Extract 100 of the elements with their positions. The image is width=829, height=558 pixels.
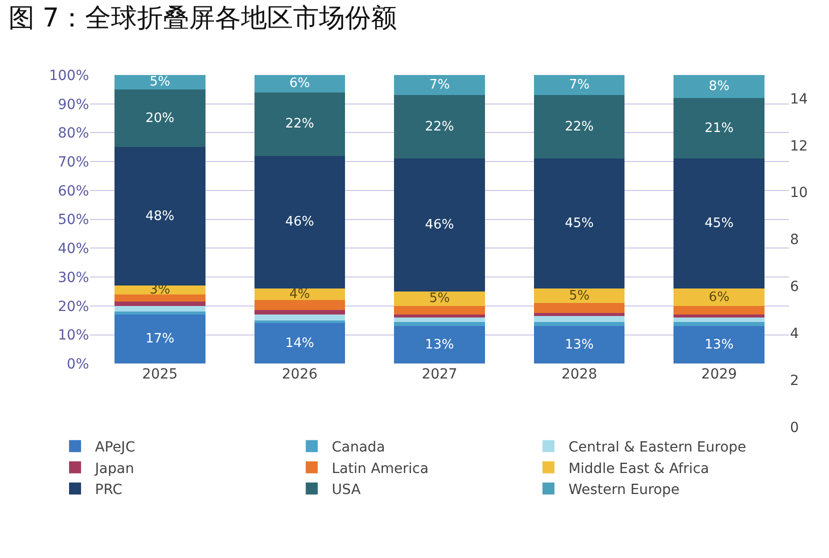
y-tick-label: 0% (66, 356, 89, 373)
bar (254, 288, 346, 300)
data-label: 46% (285, 214, 314, 230)
y2-tick-label: 10 (790, 185, 808, 202)
data-label: 17% (145, 332, 174, 347)
legend-label: Middle East & Africa (568, 460, 710, 477)
data-label: 45% (564, 216, 594, 232)
bar (534, 288, 625, 304)
legend-label: Western Europe (568, 482, 680, 498)
data-label: 22% (285, 116, 314, 132)
x-tick-label: 2026 (282, 366, 318, 383)
data-label: 14% (285, 336, 314, 351)
bar (114, 147, 206, 286)
bar (674, 98, 765, 159)
bar (674, 75, 765, 98)
bar (534, 75, 625, 96)
bar (394, 317, 485, 322)
bar (534, 313, 625, 316)
bar (394, 326, 485, 364)
bar (114, 75, 206, 90)
y2-tick-label: 14 (790, 91, 808, 108)
y2-tick-label: 8 (790, 232, 799, 248)
data-label: 46% (425, 218, 454, 233)
bar (254, 75, 346, 92)
legend-label: USA (332, 482, 362, 498)
data-label: 7% (568, 78, 590, 93)
x-tick-label: 2027 (422, 366, 458, 383)
bar (394, 306, 485, 315)
bar (114, 89, 206, 148)
bar (394, 158, 485, 292)
bar (674, 314, 765, 318)
data-label: 7% (429, 78, 450, 93)
bar (394, 75, 485, 96)
bar (534, 95, 625, 159)
bar (254, 314, 346, 320)
bar (394, 291, 485, 306)
bar (674, 306, 765, 315)
y-tick-label: 100% (48, 68, 89, 84)
bar (114, 306, 206, 312)
y2-tick-label: 6 (790, 279, 799, 296)
data-label: 5% (429, 291, 450, 306)
data-label: 48% (145, 208, 174, 224)
y-tick-label: 50% (58, 212, 89, 228)
bar (114, 286, 206, 294)
bar (534, 322, 625, 326)
bar (674, 288, 765, 306)
bar (114, 302, 206, 306)
x-tick-label: 2029 (701, 366, 737, 383)
data-label: 5% (568, 288, 590, 304)
data-label: 20% (145, 110, 174, 126)
legend-label: Japan (94, 460, 134, 477)
legend-label: Canada (332, 440, 386, 456)
data-label: 13% (704, 337, 734, 352)
y-tick-label: 60% (58, 183, 89, 200)
y-tick-label: 70% (58, 154, 89, 170)
data-label: 45% (704, 216, 734, 232)
y-tick-label: 30% (58, 270, 89, 286)
bar (114, 312, 206, 315)
data-label: 13% (425, 337, 454, 352)
bar (534, 303, 625, 314)
bar (674, 322, 765, 326)
y2-tick-label: 12 (790, 138, 808, 154)
bar (254, 92, 346, 156)
y2-tick-label: 0 (790, 420, 799, 436)
y2-tick-label: 2 (790, 372, 799, 389)
legend-label: Latin America (332, 460, 429, 477)
bar (674, 317, 765, 322)
x-tick-label: 2025 (142, 366, 178, 383)
data-label: 6% (289, 76, 310, 92)
chart-title: 图 7：全球折叠屏各地区市场份额 (8, 4, 398, 34)
data-label: 5% (150, 74, 170, 90)
data-label: 21% (704, 120, 734, 136)
bar (254, 310, 346, 315)
x-tick-label: 2028 (561, 366, 598, 383)
data-label: 13% (564, 337, 594, 352)
data-label: 6% (708, 290, 730, 305)
bar (534, 316, 625, 322)
data-label: 4% (289, 286, 310, 302)
y2-tick-label: 4 (790, 326, 799, 342)
bar (534, 158, 625, 289)
y-tick-label: 10% (58, 328, 89, 344)
y-tick-label: 90% (58, 96, 89, 113)
bar (674, 326, 765, 364)
bar (254, 156, 346, 289)
legend-label: PRC (95, 482, 123, 498)
y-tick-label: 80% (58, 126, 89, 142)
y-tick-label: 20% (58, 298, 89, 315)
bar (114, 314, 206, 364)
bar (534, 326, 625, 364)
y-tick-label: 40% (58, 241, 89, 258)
bar (254, 323, 346, 364)
bar (674, 158, 765, 289)
bar (254, 300, 346, 310)
bar (394, 95, 485, 159)
bar (114, 294, 206, 302)
data-label: 22% (425, 119, 454, 134)
bar (394, 322, 485, 326)
legend-label: Central & Eastern Europe (568, 440, 746, 456)
legend-label: APeJC (95, 440, 136, 456)
data-label: 8% (708, 79, 730, 94)
